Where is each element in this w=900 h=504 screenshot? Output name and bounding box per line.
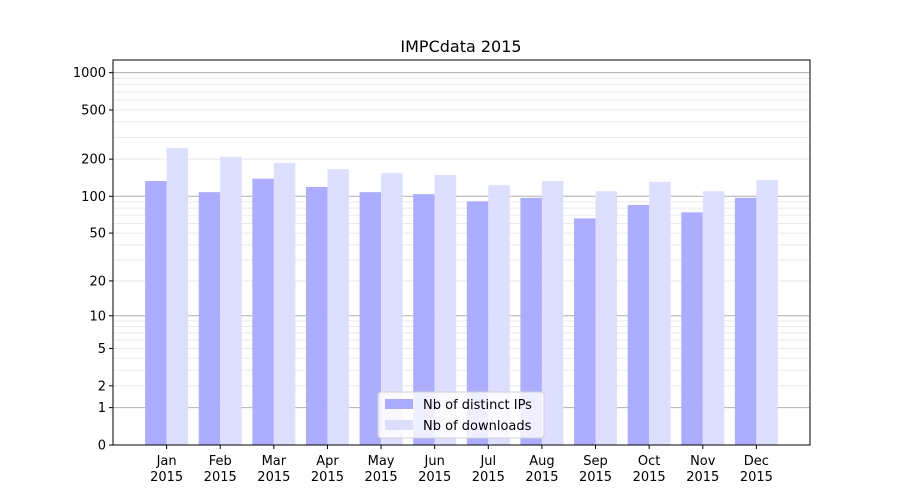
chart-title: IMPCdata 2015 <box>400 37 521 56</box>
x-tick-label: Nov 2015 <box>686 454 719 485</box>
bar-downloads <box>381 173 403 445</box>
bar-distinct-ips <box>574 218 596 445</box>
x-tick-label: May 2015 <box>365 454 398 485</box>
bar-distinct-ips <box>305 186 328 445</box>
bar-distinct-ips <box>681 212 703 445</box>
legend-swatch <box>385 420 413 430</box>
y-tick-label: 0 <box>98 439 106 454</box>
x-tick-label: Jun 2015 <box>418 454 451 485</box>
y-tick-label: 100 <box>81 190 106 205</box>
bar-distinct-ips <box>734 197 757 445</box>
x-tick-label: Aug 2015 <box>525 454 558 485</box>
bar-downloads <box>541 181 564 445</box>
bars <box>145 147 778 446</box>
y-tick-label: 1000 <box>73 66 106 81</box>
bar-distinct-ips <box>198 192 221 445</box>
x-tick-label: Apr 2015 <box>311 454 344 485</box>
bar-distinct-ips <box>252 178 274 445</box>
legend-box <box>377 391 545 439</box>
x-tick-label: Sep 2015 <box>579 454 612 485</box>
plot-frame <box>112 59 811 446</box>
bar-downloads <box>702 191 725 445</box>
legend: Nb of distinct IPs Nb of downloads <box>377 391 545 439</box>
y-tick-label: 50 <box>89 227 106 242</box>
bar-distinct-ips <box>466 201 489 445</box>
x-tick-label: Dec 2015 <box>740 454 773 485</box>
bar-distinct-ips <box>145 181 167 445</box>
bar-downloads <box>327 169 349 445</box>
bar-distinct-ips <box>359 192 382 445</box>
bar-distinct-ips <box>627 204 650 445</box>
y-tick-label: 2 <box>98 379 106 394</box>
bar-downloads <box>488 185 510 446</box>
legend-label: Nb of downloads <box>423 419 532 434</box>
x-tick-label: Mar 2015 <box>257 454 290 485</box>
x-tick-label: Jul 2015 <box>472 454 505 485</box>
y-tick-label: 5 <box>98 342 106 357</box>
bar-downloads <box>434 174 457 445</box>
bar-distinct-ips <box>520 197 542 445</box>
bar-downloads <box>273 163 296 445</box>
y-tick-label: 20 <box>89 274 106 289</box>
y-tick-label: 200 <box>81 153 106 168</box>
bar-downloads <box>166 147 189 445</box>
bar-distinct-ips <box>413 194 435 445</box>
x-tick-label: Jan 2015 <box>150 454 183 485</box>
legend-label: Nb of distinct IPs <box>423 398 532 413</box>
y-axis: 0 1 2 5 10 20 50 100 200 500 1000 <box>73 66 113 454</box>
bar-downloads <box>220 156 242 445</box>
bar-downloads <box>649 181 671 445</box>
bar-downloads <box>756 179 778 445</box>
y-tick-label: 10 <box>89 309 106 324</box>
bar-downloads <box>595 191 618 445</box>
y-tick-label: 1 <box>98 401 106 416</box>
x-axis: Jan 2015 Feb 2015 Mar 2015 Apr 2015 May 2015 Jun 20… <box>150 445 773 485</box>
x-tick-label: Oct 2015 <box>633 454 666 485</box>
y-tick-label: 500 <box>81 103 106 118</box>
legend-swatch <box>385 399 413 409</box>
x-tick-label: Feb 2015 <box>204 454 237 485</box>
